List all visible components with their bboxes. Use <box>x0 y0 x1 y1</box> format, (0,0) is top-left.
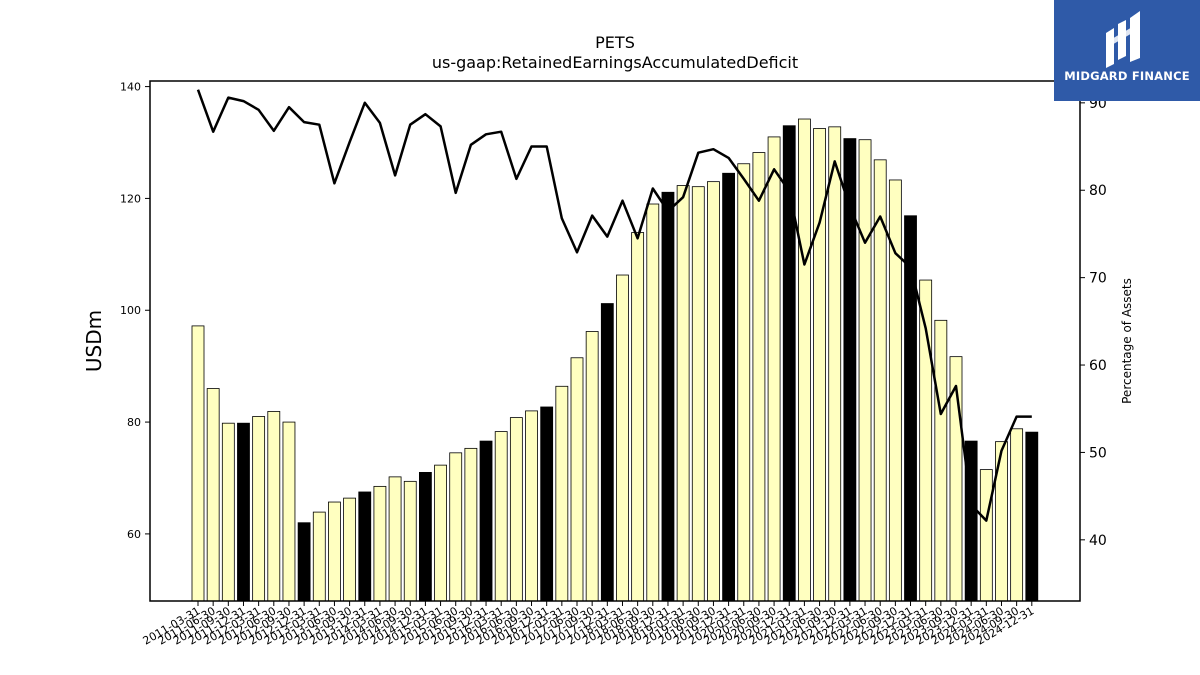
y2-tick-label: 70 <box>1089 271 1107 287</box>
bar-2013-12-31 <box>358 491 372 602</box>
bar-2019-09-30 <box>707 181 720 602</box>
bar-2016-09-30 <box>525 410 538 602</box>
bar-2018-12-31 <box>661 191 675 602</box>
midgard-logo-icon <box>1106 11 1140 68</box>
bar-2017-12-31 <box>600 303 614 602</box>
y2-tick-label: 60 <box>1089 358 1107 374</box>
bar-2023-06-30 <box>934 319 948 602</box>
bar-2018-06-30 <box>631 232 645 602</box>
bar-2024-12-31 <box>1025 431 1039 602</box>
bar-2020-09-30 <box>767 136 781 602</box>
chart-title: PETS <box>595 33 635 52</box>
bar-2018-09-30 <box>646 203 660 602</box>
y-tick-label: 80 <box>127 416 141 429</box>
bar-2020-03-31 <box>737 163 751 602</box>
bar-2018-03-31 <box>616 274 629 602</box>
bar-2014-09-30 <box>403 480 417 602</box>
axes: 60801001201404050607080902011-03-312011-… <box>120 80 1107 648</box>
bar-2012-12-31 <box>297 522 311 602</box>
bar-2021-09-30 <box>828 126 842 602</box>
bar-2011-09-30 <box>221 422 235 602</box>
bar-2021-03-31 <box>798 118 811 602</box>
plot-frame <box>149 80 1081 602</box>
bar-2012-09-30 <box>282 421 296 602</box>
bar-2011-03-31 <box>191 325 205 602</box>
bar-2012-06-30 <box>267 411 281 602</box>
bar-2015-06-30 <box>449 452 463 602</box>
bar-2021-06-30 <box>813 128 826 602</box>
bar-2012-03-31 <box>252 416 266 602</box>
percentage-line <box>196 89 1032 522</box>
chart-subtitle: us-gaap:RetainedEarningsAccumulatedDefic… <box>432 53 798 72</box>
brand-name: MIDGARD FINANCE <box>1064 69 1190 83</box>
bar-2019-12-31 <box>722 172 735 602</box>
bar-2015-12-31 <box>479 440 493 602</box>
bar-2024-09-30 <box>1010 428 1024 602</box>
bar-2017-03-31 <box>555 385 569 602</box>
bar-2013-03-31 <box>312 511 326 602</box>
y2-tick-label: 40 <box>1089 533 1107 549</box>
bar-2015-09-30 <box>464 447 478 602</box>
bar-2014-03-31 <box>373 485 387 602</box>
bar-2015-03-31 <box>434 464 447 602</box>
y2-tick-label: 50 <box>1089 445 1107 461</box>
bar-2020-06-30 <box>752 152 766 602</box>
y-tick-label: 140 <box>120 81 141 94</box>
bar-2017-06-30 <box>570 357 584 602</box>
line-series <box>196 89 1032 522</box>
bar-2011-06-30 <box>206 388 220 602</box>
y2-tick-label: 80 <box>1089 183 1107 199</box>
y-axis-label: USDm <box>82 310 106 372</box>
y-tick-label: 100 <box>120 304 141 317</box>
bar-2022-03-31 <box>858 139 872 602</box>
bar-2014-06-30 <box>388 476 402 602</box>
bar-2024-03-31 <box>979 469 993 602</box>
brand-logo: MIDGARD FINANCE <box>1054 0 1200 101</box>
bar-2022-12-31 <box>904 215 917 602</box>
bar-2014-12-31 <box>418 471 432 602</box>
bar-2016-12-31 <box>540 406 554 602</box>
y-tick-label: 60 <box>127 528 141 541</box>
bar-2016-03-31 <box>494 431 508 602</box>
bar-2017-09-30 <box>585 331 599 602</box>
bar-2013-09-30 <box>343 497 357 602</box>
bar-2016-06-30 <box>509 417 523 602</box>
bar-2019-03-31 <box>676 185 690 602</box>
bar-2013-06-30 <box>328 501 341 602</box>
bar-series <box>191 118 1039 602</box>
y-tick-label: 120 <box>120 192 141 205</box>
bar-2019-06-30 <box>691 186 705 602</box>
y2-axis-label: Percentage of Assets <box>1120 278 1134 404</box>
bar-2011-12-31 <box>237 422 250 602</box>
